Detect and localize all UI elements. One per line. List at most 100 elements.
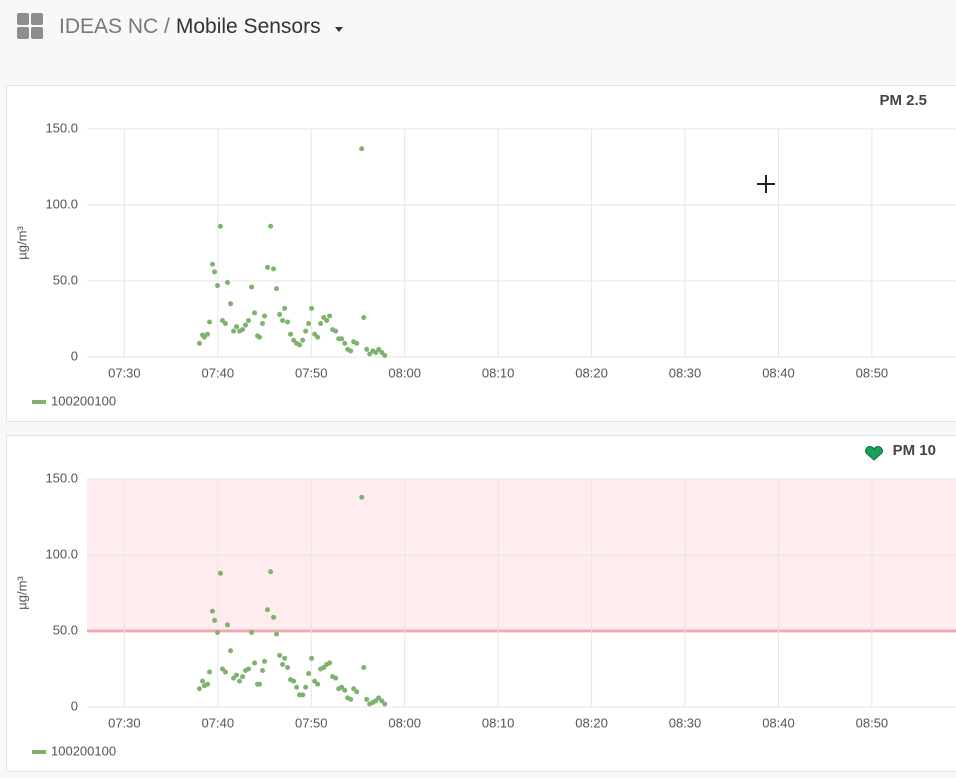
y-tick-label: 150.0: [45, 470, 78, 485]
point: [277, 652, 283, 658]
point: [217, 570, 223, 576]
point: [359, 146, 365, 152]
point: [228, 301, 234, 307]
point: [200, 678, 206, 684]
point: [252, 660, 258, 666]
x-tick-label: 08:30: [669, 715, 702, 730]
point: [262, 313, 268, 319]
dashboard-title: Mobile Sensors: [176, 15, 321, 38]
point: [228, 648, 234, 654]
point: [348, 348, 354, 354]
point: [264, 264, 270, 270]
point: [376, 346, 382, 352]
point: [354, 689, 360, 695]
point: [224, 280, 230, 286]
point: [285, 664, 291, 670]
x-tick-label: 08:50: [856, 715, 889, 730]
point: [215, 630, 221, 636]
point: [264, 607, 270, 613]
point: [240, 327, 246, 333]
panel: [6, 85, 956, 422]
x-tick-label: 08:10: [482, 715, 515, 730]
point: [277, 311, 283, 317]
point: [217, 223, 223, 229]
point: [306, 321, 312, 327]
point: [224, 622, 230, 628]
point: [210, 608, 216, 614]
x-tick-label: 08:40: [762, 365, 795, 380]
y-tick-label: 100.0: [45, 196, 78, 211]
y-tick-label: 50.0: [53, 622, 78, 637]
point: [342, 340, 348, 346]
point: [309, 305, 315, 311]
cursor: [757, 175, 775, 193]
point: [280, 318, 286, 324]
y-tick-label: 0: [71, 348, 78, 363]
point: [324, 318, 330, 324]
health-icon: [865, 446, 883, 461]
y-axis-label: µg/m³: [14, 576, 29, 610]
point: [268, 569, 274, 575]
y-axis-label: µg/m³: [14, 226, 29, 260]
point: [207, 319, 213, 325]
x-tick-label: 07:30: [108, 365, 141, 380]
point: [234, 324, 240, 330]
dropdown-caret[interactable]: [335, 27, 343, 32]
point: [315, 334, 321, 340]
point: [294, 684, 300, 690]
point: [257, 334, 263, 340]
x-tick-label: 08:20: [575, 365, 608, 380]
point: [205, 331, 211, 337]
point: [260, 668, 266, 674]
point: [354, 340, 360, 346]
point: [348, 696, 354, 702]
point: [236, 678, 242, 684]
x-tick-label: 08:20: [575, 715, 608, 730]
panel-title: PM 10: [893, 442, 936, 459]
point: [215, 283, 221, 289]
x-tick-label: 08:10: [482, 365, 515, 380]
point: [297, 342, 303, 348]
point: [234, 672, 240, 678]
point: [376, 695, 382, 701]
point: [303, 684, 309, 690]
point: [306, 671, 312, 677]
x-tick-label: 07:50: [295, 715, 328, 730]
point: [339, 336, 345, 342]
x-tick-label: 07:50: [295, 365, 328, 380]
point: [257, 681, 263, 687]
legend-label: 100200100: [51, 743, 116, 758]
chart: PM 2.5 µg/m³ 0 50.0 100.0 150.0 07:30 07:40 07:5…: [14, 92, 956, 408]
x-tick-label: 07:40: [202, 365, 235, 380]
point: [364, 346, 370, 352]
point: [359, 494, 365, 500]
point: [240, 674, 246, 680]
y-tick-label: 50.0: [53, 272, 78, 287]
point: [271, 614, 277, 620]
point: [361, 314, 367, 320]
chart: PM 10 µg/m³ 0 50.0 100.0 150.0 07:30 07:40 07:50…: [14, 442, 956, 758]
point: [222, 321, 228, 327]
point: [339, 684, 345, 690]
apps-icon[interactable]: [17, 13, 43, 39]
point: [282, 305, 288, 311]
point: [249, 284, 255, 290]
point: [351, 686, 357, 692]
point: [260, 321, 266, 327]
point: [300, 692, 306, 698]
y-tick-label: 100.0: [45, 546, 78, 561]
point: [315, 681, 321, 687]
point: [222, 669, 228, 675]
point: [342, 687, 348, 693]
point: [205, 681, 211, 687]
point: [207, 669, 213, 675]
point: [243, 322, 249, 328]
point: [291, 678, 297, 684]
x-tick-label: 08:40: [762, 715, 795, 730]
breadcrumb[interactable]: IDEAS NC / Mobile Sensors: [59, 15, 321, 38]
point: [288, 331, 294, 337]
point: [245, 666, 251, 672]
point: [196, 686, 202, 692]
point: [274, 631, 280, 637]
point: [333, 328, 339, 334]
